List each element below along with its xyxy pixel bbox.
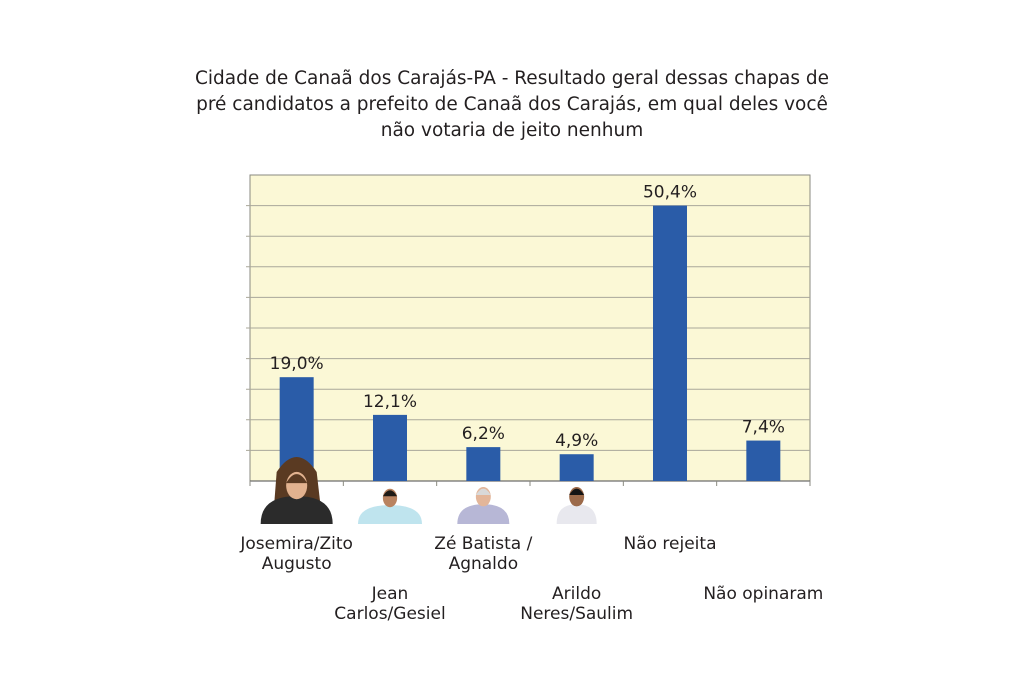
candidate-hair bbox=[382, 490, 398, 497]
candidate-hair bbox=[569, 488, 585, 495]
title-line: Cidade de Canaã dos Carajás-PA - Resulta… bbox=[194, 68, 830, 89]
x-tick-label: Arildo Neres/Saulim bbox=[520, 584, 634, 624]
bar bbox=[559, 454, 594, 481]
data-label: 19,0% bbox=[270, 354, 324, 374]
bar bbox=[373, 414, 407, 481]
chart-title: Cidade de Canaã dos Carajás-PA - Resulta… bbox=[112, 66, 912, 144]
data-label: 7,4% bbox=[742, 418, 785, 438]
title-line: não votaria de jeito nenhum bbox=[380, 120, 644, 141]
data-label: 12,1% bbox=[363, 392, 417, 412]
bar bbox=[746, 440, 781, 481]
candidate-photo bbox=[457, 504, 510, 524]
candidate-photo bbox=[260, 496, 333, 524]
x-tick-label: Zé Batista / Agnaldo bbox=[434, 534, 533, 574]
bar bbox=[466, 447, 501, 481]
bar bbox=[653, 205, 687, 481]
candidate-hair bbox=[286, 474, 308, 484]
x-tick-label: Josemira/Zito Augusto bbox=[240, 534, 353, 574]
candidate-photo bbox=[556, 504, 597, 524]
x-tick-label: Não opinaram bbox=[703, 584, 824, 604]
candidate-hair bbox=[475, 488, 491, 495]
title-line: pré candidatos a prefeito de Canaã dos C… bbox=[196, 94, 828, 115]
candidate-photo bbox=[358, 505, 422, 524]
data-label: 6,2% bbox=[462, 424, 505, 444]
x-tick-label: Jean Carlos/Gesiel bbox=[334, 584, 446, 624]
data-label: 50,4% bbox=[643, 183, 697, 203]
x-tick-label: Não rejeita bbox=[623, 534, 717, 554]
data-label: 4,9% bbox=[555, 431, 598, 451]
